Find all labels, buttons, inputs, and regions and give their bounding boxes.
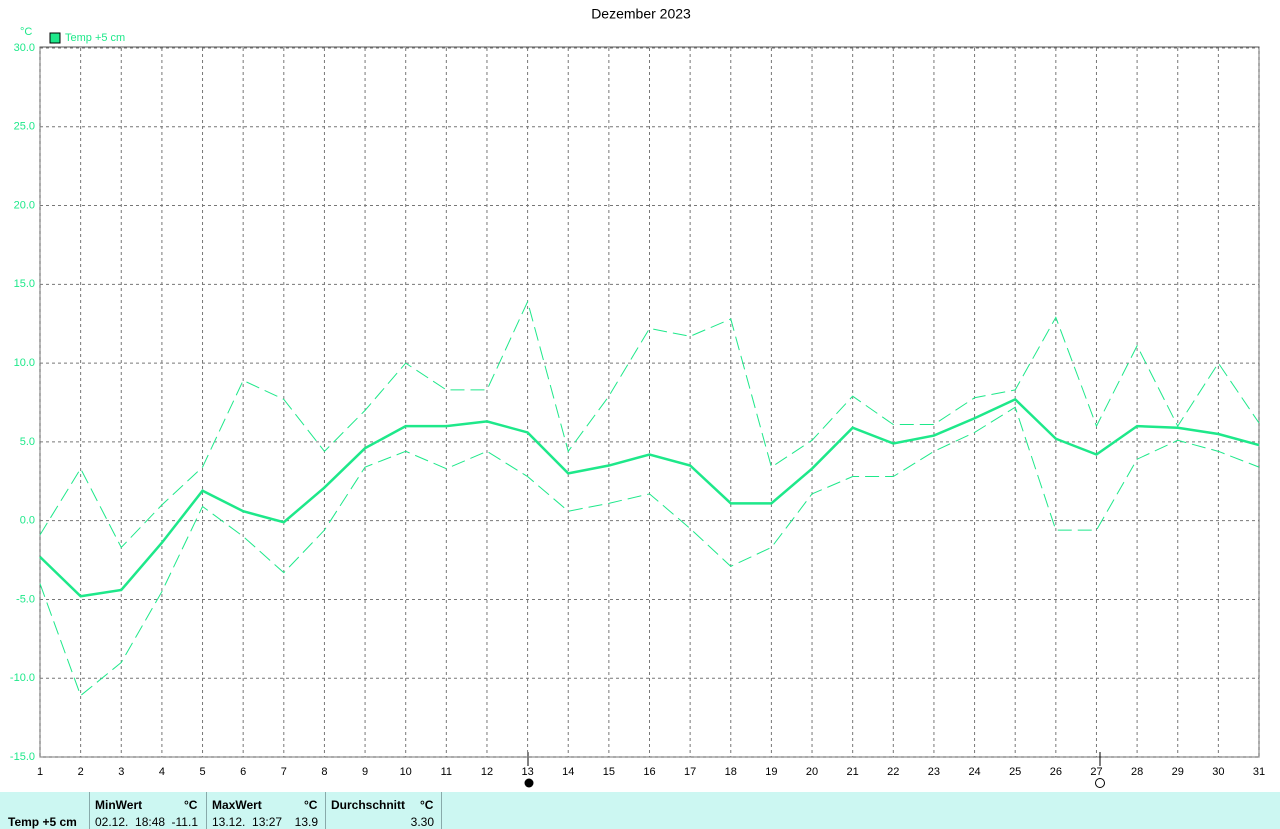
x-tick-label: 31 xyxy=(1253,766,1265,778)
column-unit: °C xyxy=(420,798,434,812)
cell-value: 13.9 xyxy=(294,815,318,829)
new-moon-icon xyxy=(1095,778,1105,788)
full-moon-icon xyxy=(524,778,534,788)
x-tick-label: 23 xyxy=(928,766,940,778)
separator xyxy=(89,792,90,829)
y-tick-label: 15.0 xyxy=(14,278,35,290)
series-line xyxy=(39,300,1260,549)
y-tick-label: 10.0 xyxy=(14,357,35,369)
x-tick-label: 29 xyxy=(1172,766,1184,778)
summary-table: Temp +5 cm MinWert °C 02.12. 18:48 -11.1 Max… xyxy=(0,792,1280,829)
x-tick-label: 26 xyxy=(1050,766,1062,778)
y-tick-label: 30.0 xyxy=(14,42,35,54)
column-header: MinWert xyxy=(95,798,143,812)
column-unit: °C xyxy=(184,798,198,812)
y-tick-label: 25.0 xyxy=(14,121,35,133)
series-line xyxy=(39,397,1260,598)
series-line xyxy=(39,406,1260,697)
cell-value: 3.30 xyxy=(410,815,434,829)
separator xyxy=(206,792,207,829)
x-tick-label: 27 xyxy=(1090,766,1102,778)
row-label: Temp +5 cm xyxy=(8,815,77,829)
column-unit: °C xyxy=(304,798,318,812)
x-tick-label: 20 xyxy=(806,766,818,778)
x-tick-label: 7 xyxy=(281,766,287,778)
date-value: 02.12. 18:48 xyxy=(95,815,166,829)
x-tick-label: 30 xyxy=(1212,766,1224,778)
x-tick-label: 14 xyxy=(562,766,574,778)
x-tick-label: 17 xyxy=(684,766,696,778)
separator xyxy=(325,792,326,829)
chart: Dezember 2023 °C -15.0 -10.0 -5.0 0.0 5.0 10.… xyxy=(10,6,1265,788)
x-tick-label: 12 xyxy=(481,766,493,778)
date-value: 13.12. 13:27 xyxy=(212,815,283,829)
x-tick-label: 15 xyxy=(603,766,615,778)
x-tick-label: 2 xyxy=(78,766,84,778)
x-tick-label: 19 xyxy=(765,766,777,778)
x-tick-label: 24 xyxy=(968,766,980,778)
x-tick-label: 28 xyxy=(1131,766,1143,778)
chart-title: Dezember 2023 xyxy=(591,6,691,22)
x-tick-label: 9 xyxy=(362,766,368,778)
x-tick-label: 25 xyxy=(1009,766,1021,778)
x-tick-label: 5 xyxy=(199,766,205,778)
y-tick-label: 0.0 xyxy=(20,515,35,527)
x-tick-label: 10 xyxy=(400,766,412,778)
cell-value: -11.1 xyxy=(171,815,198,829)
x-tick-label: 13 xyxy=(521,766,533,778)
column-header: Durchschnitt xyxy=(331,798,406,812)
separator xyxy=(441,792,442,829)
x-tick-label: 22 xyxy=(887,766,899,778)
x-tick-label: 18 xyxy=(725,766,737,778)
y-unit: °C xyxy=(20,26,32,38)
y-tick-label: -10.0 xyxy=(10,672,35,684)
x-tick-label: 3 xyxy=(118,766,124,778)
legend-label: Temp +5 cm xyxy=(65,32,125,44)
x-tick-label: 16 xyxy=(643,766,655,778)
y-tick-label: -15.0 xyxy=(10,751,35,763)
x-tick-label: 6 xyxy=(240,766,246,778)
column-header: MaxWert xyxy=(212,798,262,812)
x-tick-label: 8 xyxy=(321,766,327,778)
x-tick-label: 11 xyxy=(441,766,452,778)
y-tick-label: -5.0 xyxy=(16,593,35,605)
y-tick-label: 5.0 xyxy=(20,436,35,448)
y-tick-label: 20.0 xyxy=(14,199,35,211)
legend-swatch xyxy=(49,32,61,44)
x-tick-label: 21 xyxy=(847,766,859,778)
x-tick-label: 1 xyxy=(37,766,43,778)
x-tick-label: 4 xyxy=(159,766,165,778)
